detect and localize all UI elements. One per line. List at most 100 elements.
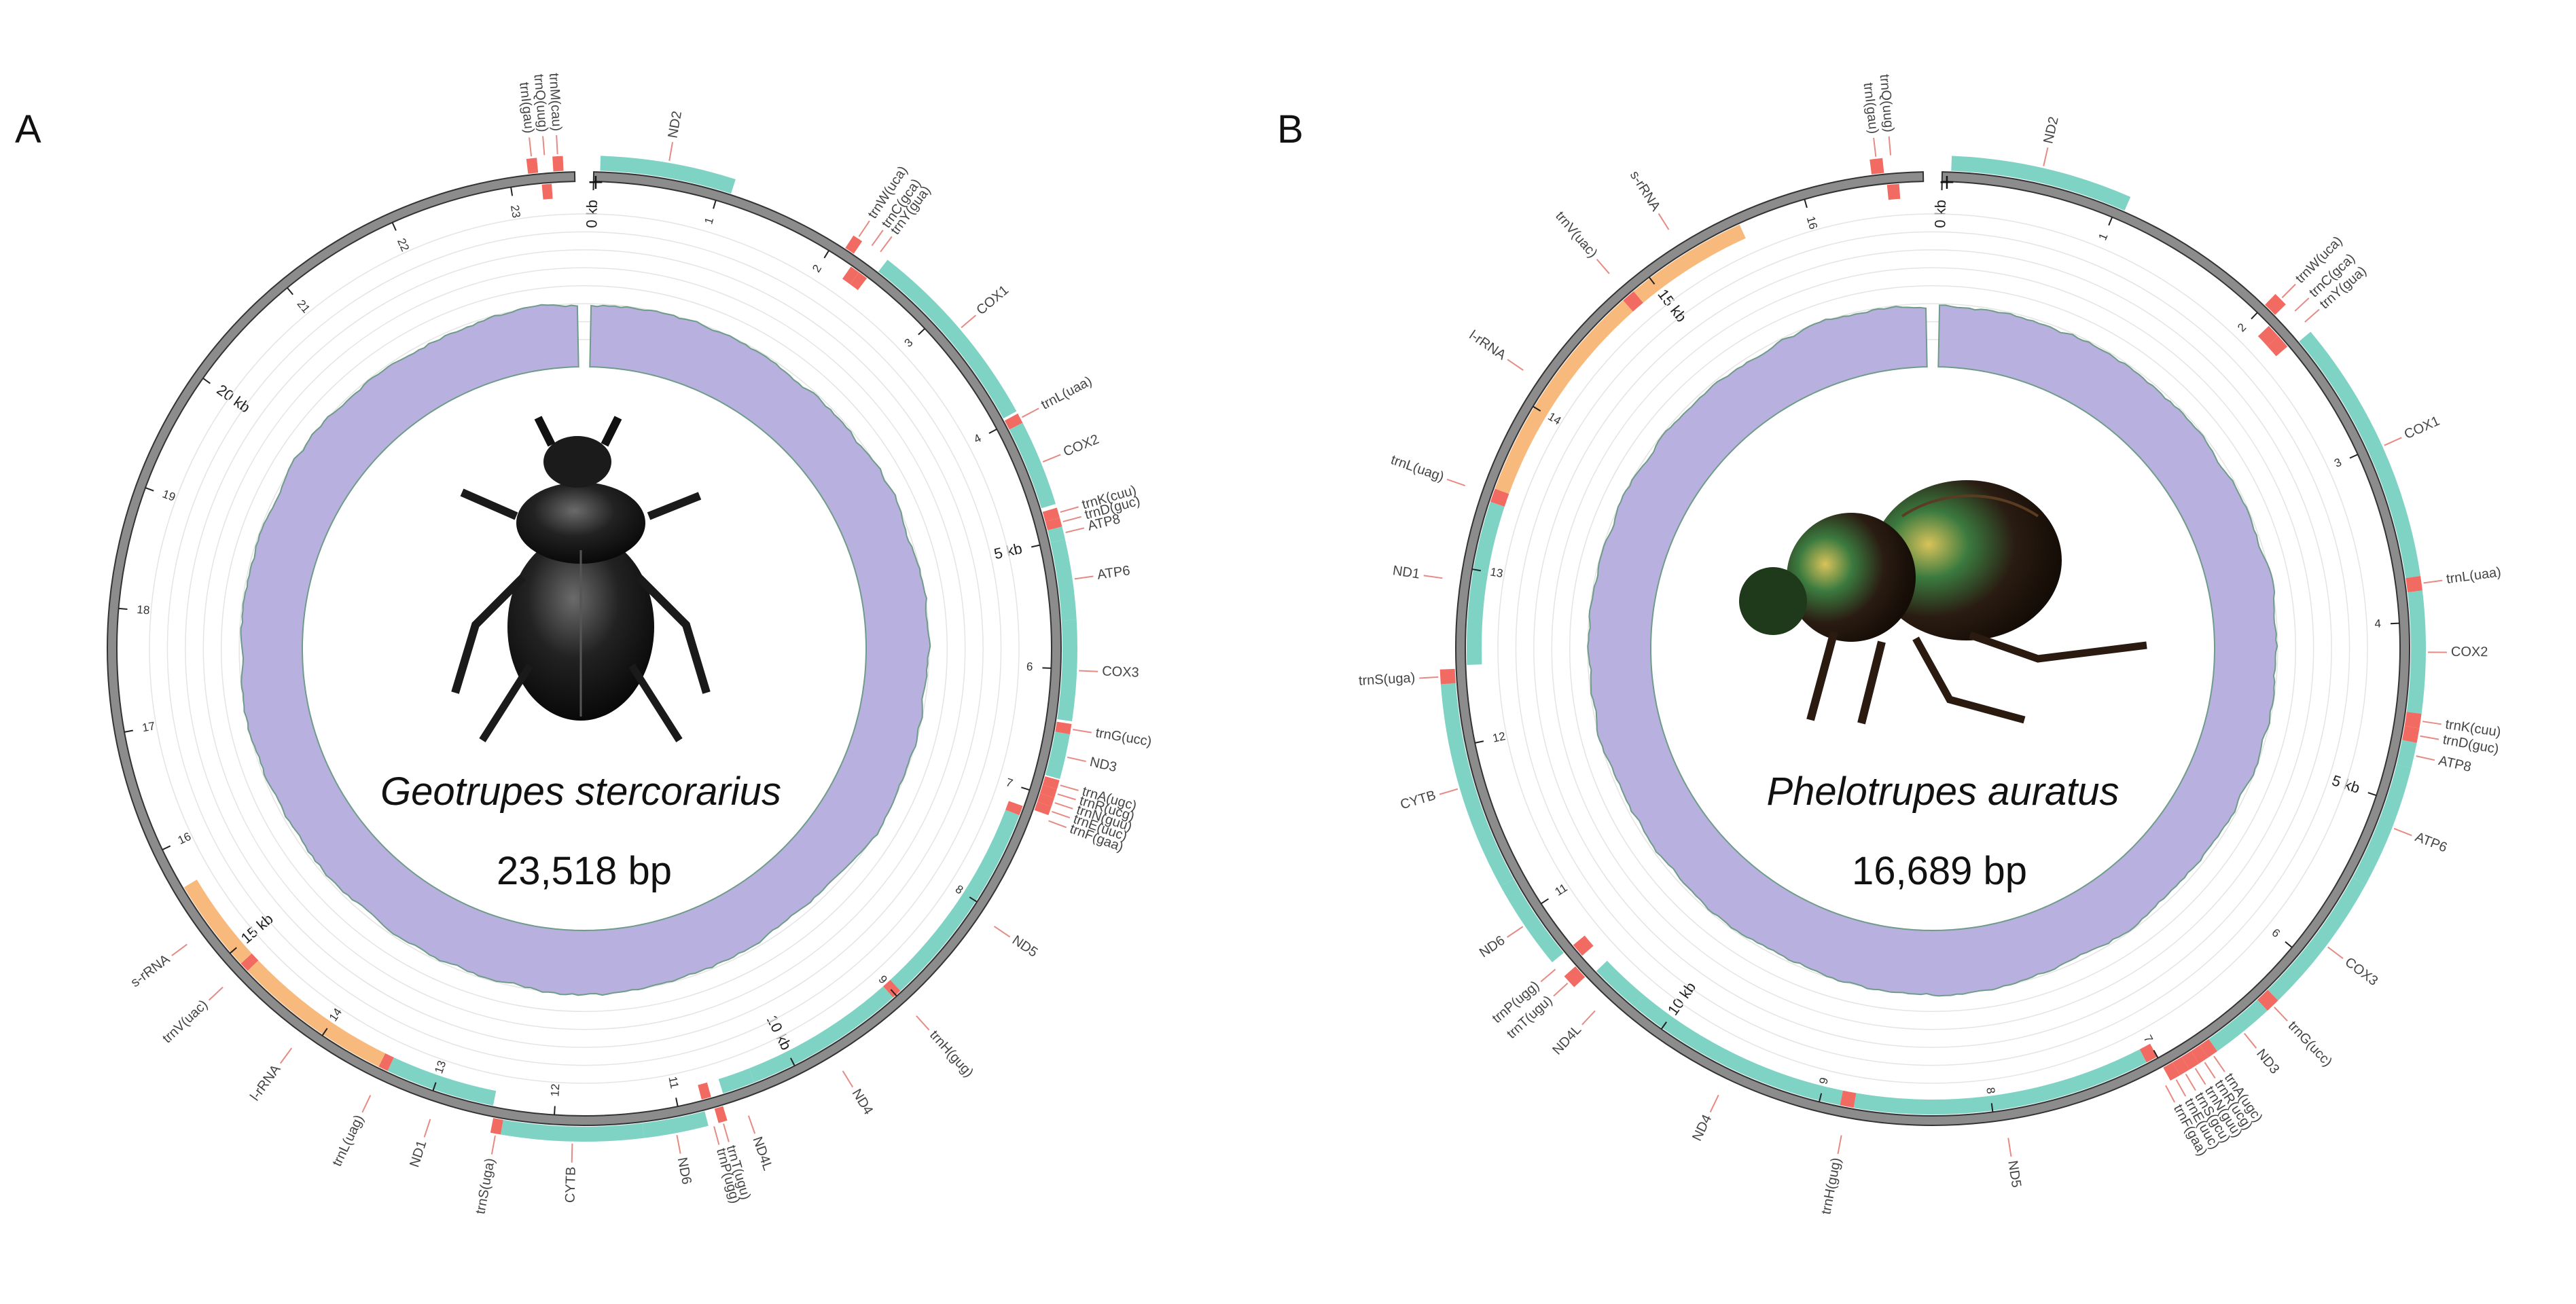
gene-label-leader bbox=[2384, 437, 2402, 446]
coverage-guide-ring bbox=[1515, 231, 2350, 1066]
scale-tick bbox=[124, 729, 134, 733]
panel-a: A ND2trnW(uca)trnC(gca)trnY(gua)COX1trnL… bbox=[15, 73, 1153, 1215]
gene-cytb bbox=[1440, 683, 1514, 886]
scale-tick bbox=[1648, 276, 1656, 285]
gene-cox3 bbox=[2268, 877, 2366, 1001]
gene-label: trnS(uga) bbox=[1358, 670, 1416, 689]
gene-label-leader bbox=[1052, 810, 1071, 819]
gene-trni-gau- bbox=[1870, 158, 1884, 175]
scale-tick bbox=[1660, 1021, 1667, 1030]
gene-label-leader bbox=[2423, 579, 2443, 584]
scale-tick bbox=[287, 287, 293, 295]
gene-nd1 bbox=[1467, 501, 1505, 665]
scale-tick bbox=[2367, 792, 2377, 797]
gene-label-leader bbox=[1062, 515, 1081, 523]
scale-tick-label: 6 bbox=[2270, 926, 2283, 941]
gene-trnt-ugu- bbox=[714, 1106, 728, 1123]
gene-trna-ugc- bbox=[1042, 776, 1060, 789]
gene-label-leader bbox=[1837, 1135, 1842, 1155]
species-name: Geotrupes stercorarius bbox=[380, 769, 781, 814]
gene-label: COX2 bbox=[1061, 432, 1101, 460]
gene-label: trnM(cau) bbox=[546, 73, 565, 132]
gene-label-leader bbox=[1060, 506, 1079, 513]
gene-nd1 bbox=[387, 1057, 497, 1106]
gene-label: s-rRNA bbox=[1627, 168, 1664, 215]
gene-label: ATP6 bbox=[1096, 563, 1131, 583]
gene-trnl-uag- bbox=[1490, 488, 1509, 507]
gene-label-leader bbox=[1506, 926, 1524, 938]
gene-label-leader bbox=[2007, 1138, 2012, 1157]
gene-label-leader bbox=[1507, 359, 1524, 371]
gene-nd4l bbox=[1596, 960, 1645, 1007]
scale-tick-label: 10 kb bbox=[764, 1013, 795, 1053]
gene-trnr-ucg- bbox=[2191, 1045, 2208, 1064]
gene-label: s-rRNA bbox=[128, 952, 173, 990]
plus-strand-marker: + bbox=[1938, 170, 1955, 194]
gene-label-leader bbox=[2416, 755, 2435, 761]
scale-tick bbox=[890, 989, 897, 997]
gene-label: ND2 bbox=[666, 110, 685, 139]
gene-label: ND4 bbox=[1689, 1112, 1715, 1144]
gene-label: ND4L bbox=[749, 1135, 775, 1173]
gene-l-rrna bbox=[247, 960, 386, 1067]
scale-tick-label: 17 bbox=[141, 719, 156, 734]
gene-label-leader bbox=[1446, 478, 1465, 487]
gene-label-leader bbox=[542, 136, 545, 156]
gene-label-leader bbox=[916, 1015, 930, 1031]
gene-atp8 bbox=[1048, 526, 1065, 543]
gene-trnv-uac- bbox=[240, 953, 259, 971]
gene-label: trnV(uac) bbox=[160, 997, 211, 1046]
gene-label-leader bbox=[2420, 735, 2439, 740]
scale-tick bbox=[321, 1028, 328, 1036]
scale-tick bbox=[789, 1057, 795, 1066]
gene-label-leader bbox=[1553, 982, 1569, 997]
gene-label-leader bbox=[1065, 527, 1085, 533]
gene-cox2 bbox=[2406, 590, 2426, 714]
coverage-guide-ring bbox=[185, 249, 984, 1048]
gene-label: ATP6 bbox=[2413, 829, 2449, 855]
scale-tick bbox=[1804, 199, 1808, 209]
scale-tick bbox=[510, 187, 514, 196]
gene-trnl-uag- bbox=[378, 1053, 394, 1071]
gene-label-leader bbox=[279, 1047, 293, 1064]
gene-trnw-uca- bbox=[2265, 293, 2286, 315]
gene-cox1 bbox=[2299, 331, 2421, 579]
gene-trnp-ugg- bbox=[1573, 935, 1594, 956]
gene-nd2 bbox=[1951, 156, 2131, 211]
gene-label-leader bbox=[1873, 137, 1877, 157]
coverage-guide-ring bbox=[1497, 213, 2368, 1084]
gene-label: ND1 bbox=[1392, 563, 1421, 581]
gene-label: CYTB bbox=[1399, 788, 1437, 812]
scale-tick-label: 9 bbox=[1817, 1076, 1831, 1085]
gene-label-leader bbox=[1658, 213, 1670, 230]
gene-trns-uga- bbox=[490, 1118, 503, 1135]
gene-label-leader bbox=[2175, 1079, 2187, 1097]
scale-tick-label: 13 bbox=[1489, 565, 1504, 580]
gene-trnf-gaa- bbox=[1005, 801, 1023, 816]
gene-label: ATP8 bbox=[2437, 753, 2473, 775]
gene-label: trnH(gug) bbox=[1819, 1157, 1844, 1216]
gene-label: trnG(ucc) bbox=[1094, 725, 1153, 749]
gene-label-leader bbox=[571, 1143, 573, 1163]
gene-trne-uuc- bbox=[2163, 1062, 2181, 1081]
gene-trnc-gca- bbox=[2257, 325, 2278, 346]
scale-tick bbox=[1533, 405, 1541, 412]
scale-tick-label: 16 bbox=[1804, 215, 1820, 230]
gene-atp8 bbox=[2397, 740, 2417, 768]
scale-tick bbox=[713, 200, 717, 209]
gene-label-leader bbox=[880, 236, 893, 253]
gene-s-rrna bbox=[1633, 224, 1746, 303]
scale-tick-label: 13 bbox=[432, 1059, 448, 1075]
gene-label-leader bbox=[842, 1070, 854, 1088]
gene-label: ND4L bbox=[1550, 1022, 1584, 1057]
scale-tick bbox=[2390, 622, 2400, 625]
scale-tick bbox=[1819, 1093, 1823, 1102]
gene-trnd-guc- bbox=[2402, 725, 2420, 743]
scale-tick bbox=[554, 1106, 556, 1115]
scale-tick-label: 11 bbox=[666, 1075, 681, 1089]
gene-cox2 bbox=[1009, 422, 1056, 509]
gene-label-leader bbox=[2422, 721, 2441, 725]
panel-letter: B bbox=[1277, 107, 1304, 151]
scale-tick bbox=[1021, 786, 1031, 791]
gene-label-leader bbox=[1540, 968, 1556, 983]
